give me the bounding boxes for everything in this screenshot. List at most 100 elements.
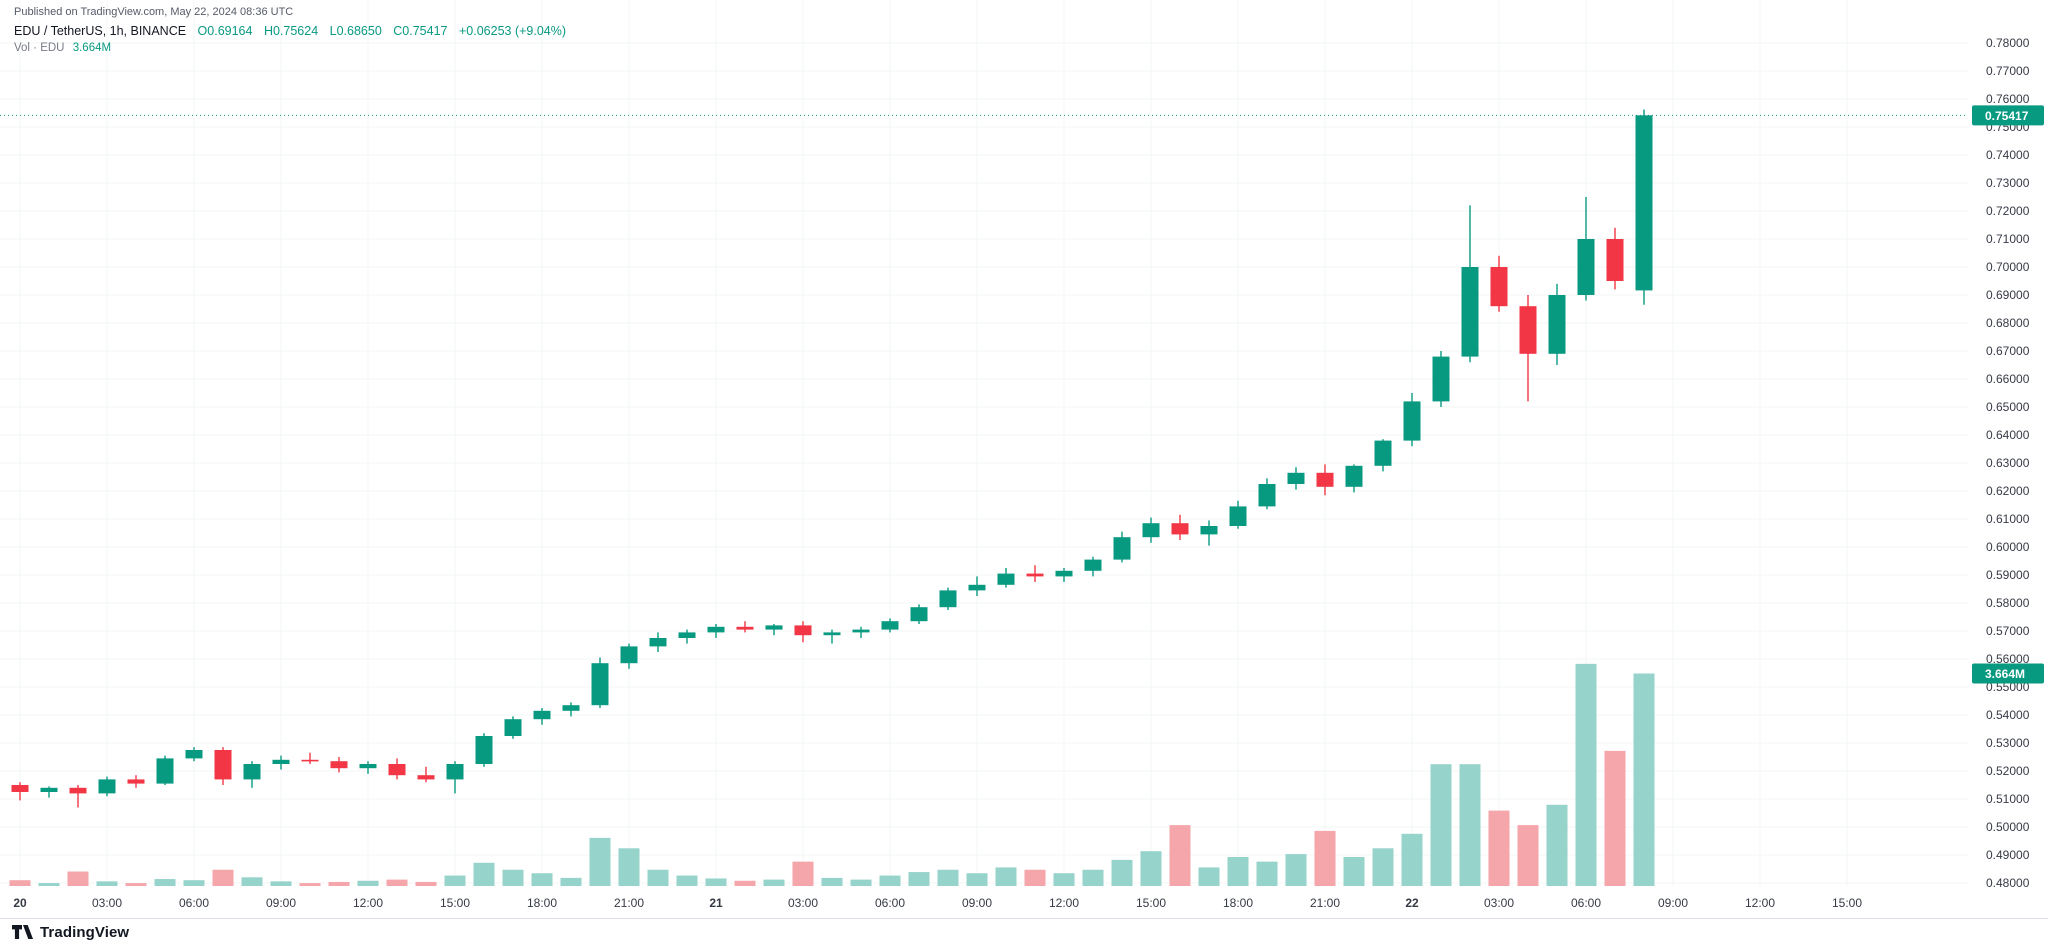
candle-body: [910, 607, 928, 622]
candle: [504, 716, 522, 739]
time-axis-label: 03:00: [92, 896, 122, 910]
candle-body: [707, 626, 725, 633]
price-axis-label: 0.72000: [1986, 204, 2030, 218]
price-axis-label: 0.66000: [1986, 372, 2030, 386]
candle-body: [1432, 356, 1450, 402]
candle: [301, 752, 319, 764]
volume-bar: [589, 837, 611, 886]
ohlc-close: C0.75417: [393, 24, 448, 38]
candle-body: [156, 758, 174, 784]
candle: [707, 624, 725, 638]
time-axis-label: 21:00: [1310, 896, 1340, 910]
volume-bar: [1111, 859, 1133, 886]
price-axis-label: 0.55000: [1986, 680, 2030, 694]
candle: [533, 708, 551, 725]
candle-body: [1258, 484, 1276, 507]
candle: [1113, 531, 1131, 563]
candlestick-chart: 0.780000.770000.760000.750000.740000.730…: [0, 0, 2044, 910]
candle-body: [678, 632, 696, 638]
candle-body: [417, 775, 435, 780]
candle-body: [1635, 115, 1653, 291]
candle-body: [1113, 537, 1131, 560]
price-axis-label: 0.54000: [1986, 708, 2030, 722]
time-axis-label: 03:00: [1484, 896, 1514, 910]
volume-bar: [531, 873, 553, 886]
candle: [40, 786, 58, 798]
candle: [823, 629, 841, 644]
price-axis-label: 0.74000: [1986, 148, 2030, 162]
volume-bar: [879, 875, 901, 886]
candle-body: [1606, 239, 1624, 281]
volume-bar: [386, 879, 408, 886]
candle-body: [1345, 465, 1363, 487]
volume-bar: [1285, 854, 1307, 886]
candle-body: [1548, 295, 1566, 354]
candle-body: [1055, 570, 1073, 577]
candle-body: [1519, 306, 1537, 354]
volume-bar: [1227, 857, 1249, 886]
candle: [736, 621, 754, 633]
volume-bar: [1024, 869, 1046, 886]
volume-bar: [299, 883, 321, 886]
candle-body: [388, 764, 406, 776]
volume-bar: [357, 880, 379, 886]
ohlc-low: L0.68650: [329, 24, 382, 38]
volume-bar: [1575, 663, 1597, 886]
candle: [1403, 393, 1421, 447]
candle: [678, 629, 696, 644]
candle-body: [620, 646, 638, 664]
candle: [968, 576, 986, 596]
volume-bar: [96, 881, 118, 886]
price-axis-label: 0.64000: [1986, 428, 2030, 442]
price-axis-label: 0.69000: [1986, 288, 2030, 302]
candle: [69, 785, 87, 808]
time-axis-label: 09:00: [266, 896, 296, 910]
candle: [475, 733, 493, 767]
time-axis-label: 12:00: [1049, 896, 1079, 910]
volume-bar: [1314, 830, 1336, 886]
volume-line: Vol · EDU 3.664M: [14, 42, 566, 54]
time-axis-label: 22: [1405, 896, 1419, 910]
volume-bar: [676, 875, 698, 886]
candle-body: [446, 764, 464, 780]
time-axis-label: 09:00: [1658, 896, 1688, 910]
volume-bar: [444, 875, 466, 886]
candle-body: [1287, 472, 1305, 484]
price-axis-label: 0.62000: [1986, 484, 2030, 498]
volume-bar: [1372, 848, 1394, 886]
candle: [1432, 351, 1450, 407]
candle-body: [1084, 559, 1102, 571]
volume-bar: [792, 861, 814, 886]
time-axis-label: 15:00: [440, 896, 470, 910]
time-axis-label: 15:00: [1832, 896, 1862, 910]
candle: [1490, 255, 1508, 312]
candle-body: [11, 785, 29, 792]
volume-bar: [647, 869, 669, 886]
tradingview-brand[interactable]: TradingView: [40, 923, 130, 941]
candle-body: [301, 759, 319, 762]
volume-bar: [821, 877, 843, 886]
candle: [1142, 517, 1160, 543]
price-axis-label: 0.51000: [1986, 792, 2030, 806]
volume-bar: [1256, 861, 1278, 886]
candle: [388, 758, 406, 780]
price-axis-label: 0.67000: [1986, 344, 2030, 358]
price-axis-label: 0.48000: [1986, 876, 2030, 890]
volume-bar: [473, 862, 495, 886]
candle: [1606, 227, 1624, 290]
candle: [852, 626, 870, 638]
candle: [330, 757, 348, 773]
volume-bar: [1488, 810, 1510, 886]
time-axis-label: 15:00: [1136, 896, 1166, 910]
tradingview-logo-icon[interactable]: [12, 925, 33, 939]
price-axis-label: 0.65000: [1986, 400, 2030, 414]
candle-body: [562, 705, 580, 711]
candle-body: [765, 625, 783, 630]
candle-body: [736, 626, 754, 630]
volume-bar: [560, 877, 582, 886]
candle-body: [794, 625, 812, 636]
volume-bar: [38, 883, 60, 886]
volume-bar: [154, 879, 176, 886]
candle: [1316, 464, 1334, 496]
candle-body: [1403, 401, 1421, 441]
